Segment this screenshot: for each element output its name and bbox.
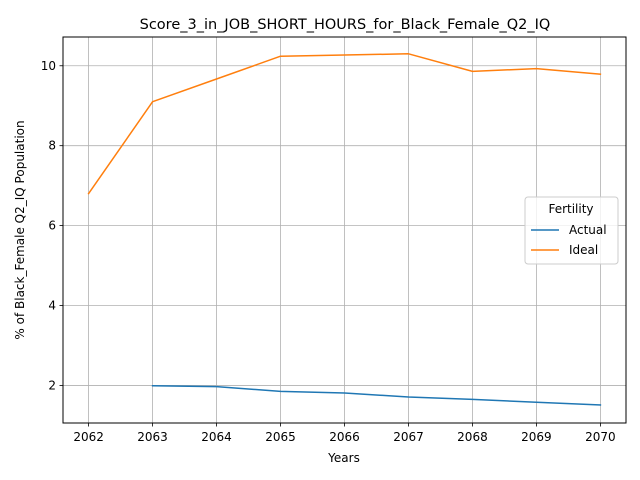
x-tick-label: 2066 — [329, 430, 360, 444]
chart-title: Score_3_in_JOB_SHORT_HOURS_for_Black_Fem… — [140, 17, 551, 33]
x-tick-label: 2068 — [457, 430, 488, 444]
y-tick-label: 4 — [48, 299, 56, 313]
series-lines — [87, 53, 602, 406]
y-tick-label: 10 — [41, 59, 56, 73]
x-tick-label: 2065 — [265, 430, 296, 444]
y-tick-label: 2 — [48, 378, 56, 392]
y-tick-label: 8 — [48, 139, 56, 153]
legend-label-actual: Actual — [569, 223, 607, 237]
series-line-ideal — [87, 53, 602, 195]
y-axis-ticks: 2 4 6 8 10 — [41, 59, 63, 392]
grid — [63, 37, 626, 423]
x-tick-label: 2064 — [201, 430, 232, 444]
x-axis-label: Years — [327, 451, 360, 465]
legend-label-ideal: Ideal — [569, 243, 598, 257]
y-axis-label: % of Black_Female Q2_IQ Population — [13, 120, 27, 339]
x-tick-label: 2063 — [137, 430, 168, 444]
x-axis-ticks: 2062 2063 2064 2065 2066 2067 2068 2069 2070 — [73, 423, 616, 444]
x-tick-label: 2070 — [585, 430, 616, 444]
x-tick-label: 2069 — [521, 430, 552, 444]
legend-title: Fertility — [548, 202, 593, 216]
legend: Fertility Actual Ideal — [524, 196, 619, 265]
series-line-actual — [151, 385, 602, 406]
y-tick-label: 6 — [48, 219, 56, 233]
legend-box — [524, 196, 619, 265]
x-tick-label: 2062 — [73, 430, 104, 444]
x-tick-label: 2067 — [393, 430, 424, 444]
